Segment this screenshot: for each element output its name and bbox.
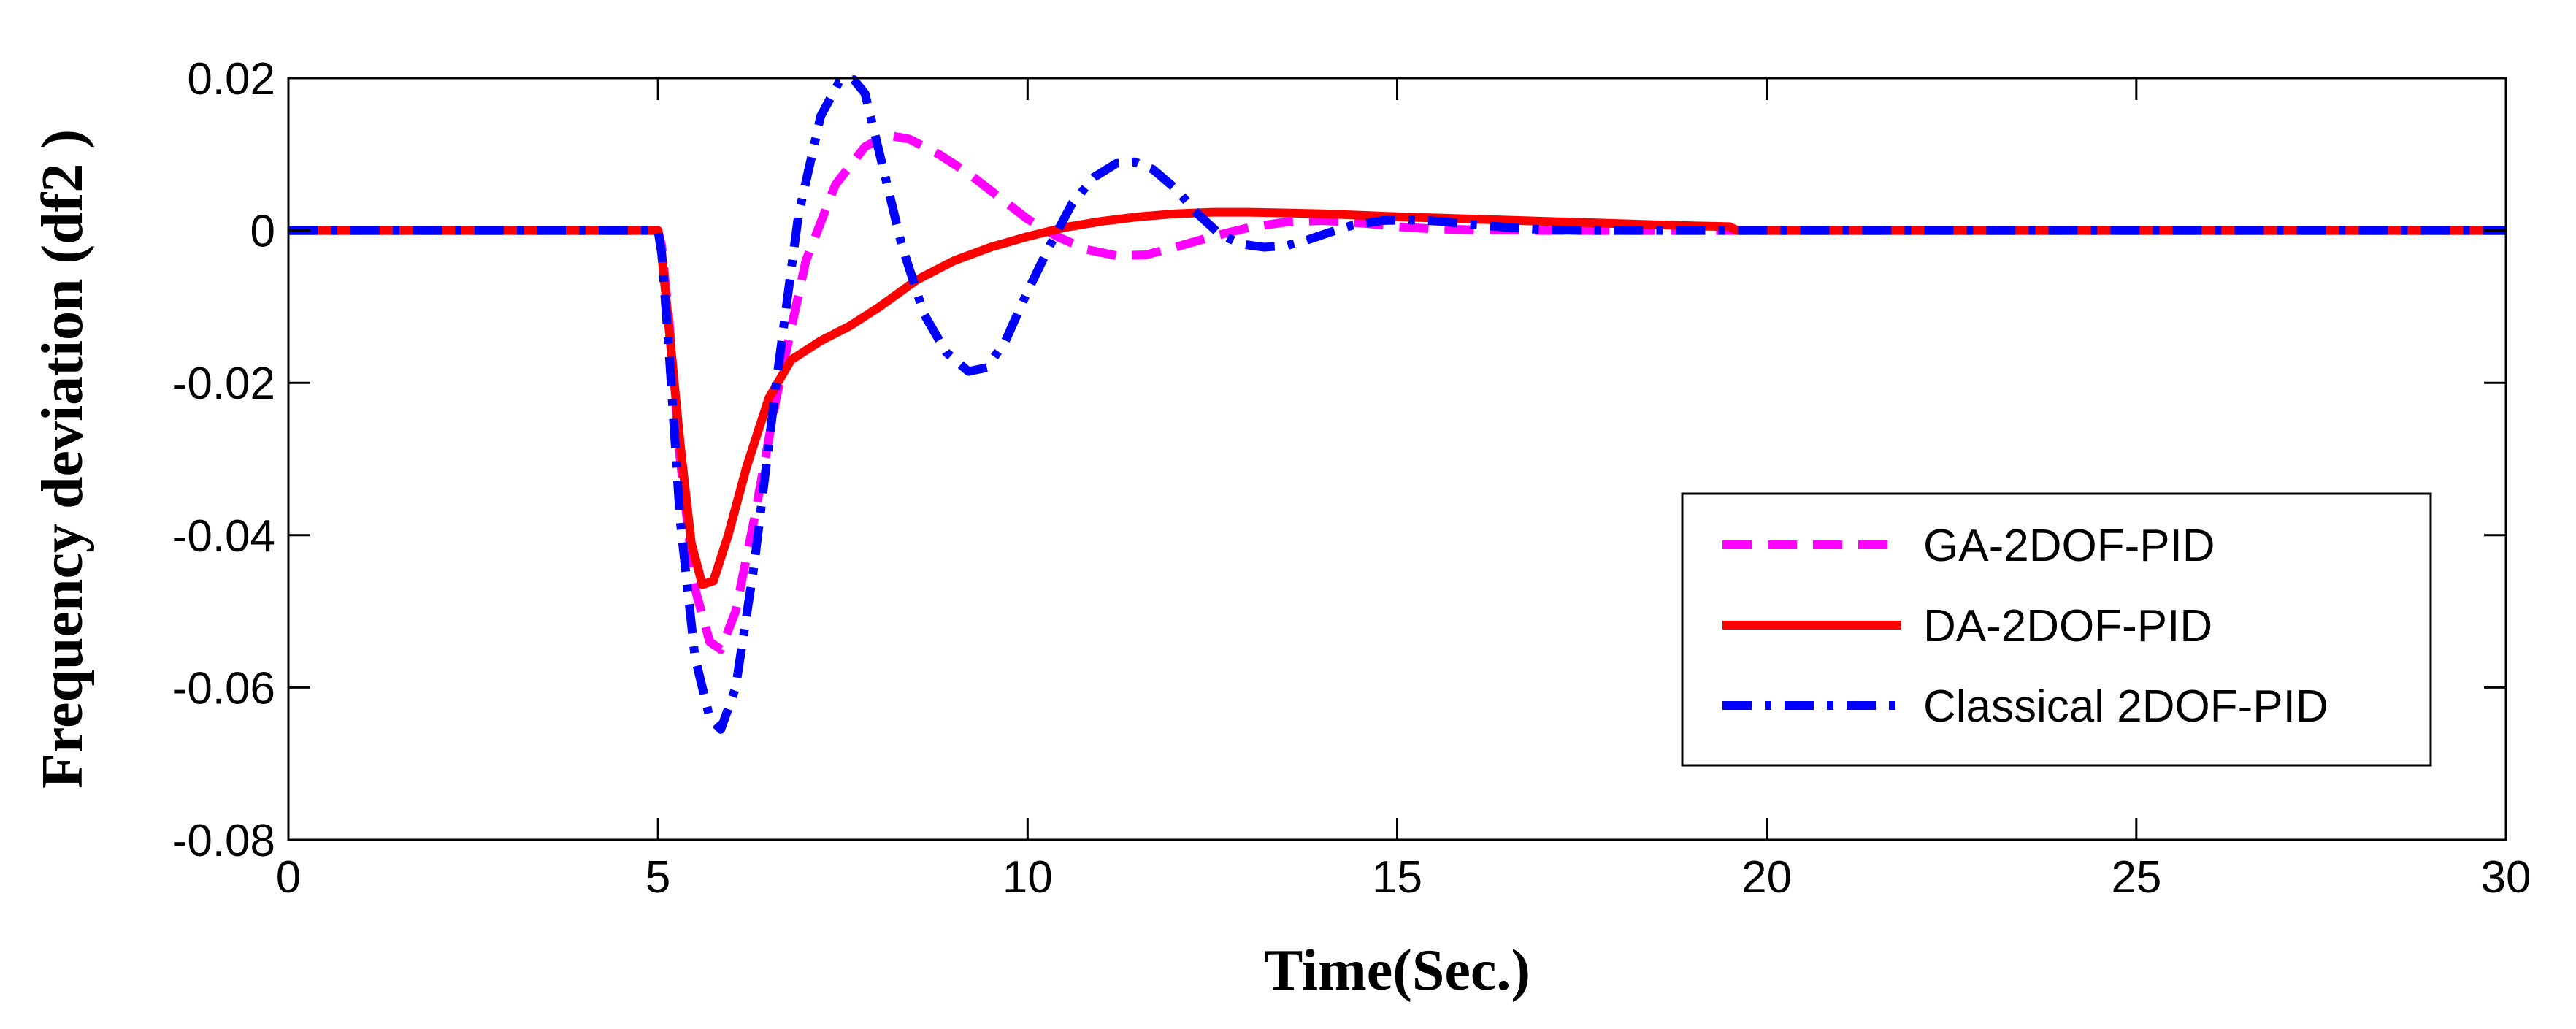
x-axis-title: Time(Sec.) [1264,938,1530,1003]
legend-label-3: Classical 2DOF-PID [1923,681,2328,732]
x-tick-label: 25 [2111,852,2161,903]
axes-layer: 0 5 10 15 20 25 30 0.02 0 -0.02 -0.04 -0.06 -0.08 Tim… [31,54,2531,1003]
x-tick-label: 30 [2481,852,2531,903]
x-tick-label: 0 [276,852,301,903]
y-tick-label: 0 [250,207,275,257]
x-tick-label: 5 [645,852,670,903]
x-tick-label: 20 [1741,852,1792,903]
y-tick-label: -0.04 [172,511,275,562]
y-tick-label: -0.08 [172,816,275,866]
series-layer [288,75,2506,734]
legend-label-2: DA-2DOF-PID [1923,601,2212,651]
x-tick-label: 10 [1003,852,1053,903]
series-line-3 [288,75,2506,734]
y-tick-label: -0.06 [172,663,275,714]
x-tick-label: 15 [1372,852,1422,903]
series-line-2 [288,207,2506,589]
legend-label-1: GA-2DOF-PID [1923,521,2215,571]
y-axis-title: Frequency deviation (df2 ) [31,129,95,789]
y-tick-label: 0.02 [187,54,275,104]
legend: GA-2DOF-PID DA-2DOF-PID Classical 2DOF-PID [1681,492,2432,767]
y-tick-label: -0.02 [172,359,275,409]
